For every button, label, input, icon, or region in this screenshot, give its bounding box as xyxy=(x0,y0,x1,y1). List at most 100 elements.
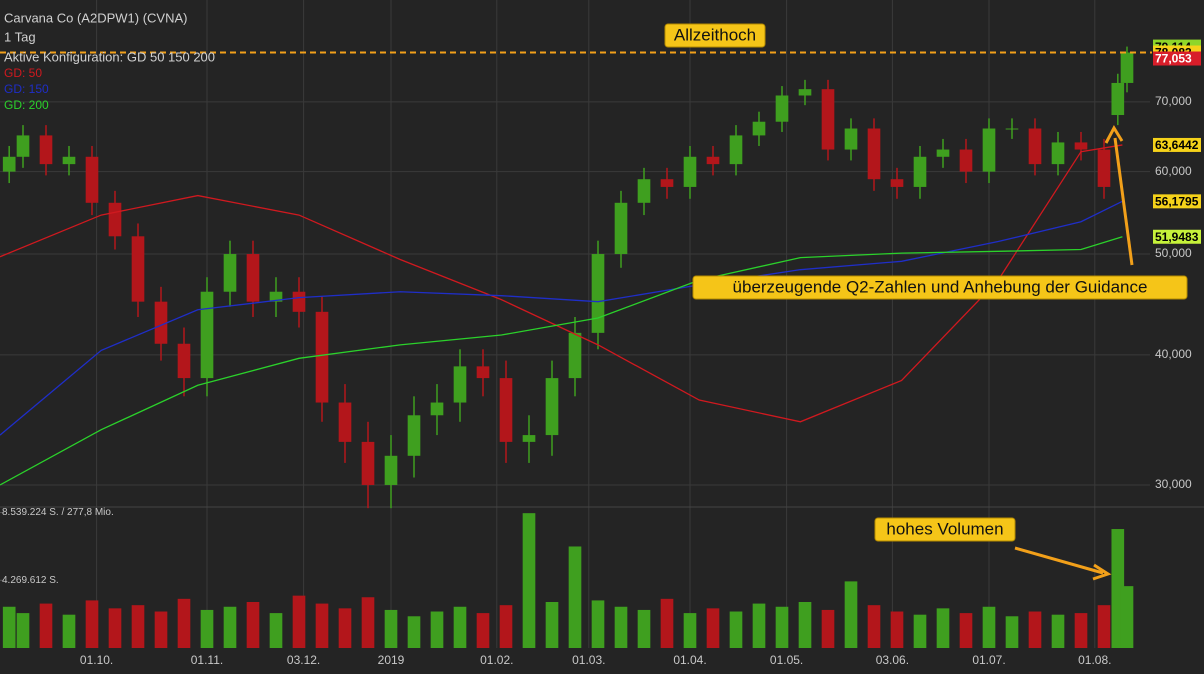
x-tick-label: 01.02. xyxy=(480,653,513,667)
volume-bar xyxy=(591,600,605,648)
annotation: überzeugende Q2-Zahlen und Anhebung der … xyxy=(733,277,1148,296)
candle-body xyxy=(959,149,973,172)
candle-body xyxy=(269,291,283,302)
annotation-box xyxy=(692,275,1188,300)
candle-body xyxy=(568,332,582,379)
arrows xyxy=(1014,124,1134,581)
y-tick-label: 40,000 xyxy=(1155,347,1192,361)
annotation-box xyxy=(664,23,766,48)
volume-bar xyxy=(683,613,697,648)
volume-bar xyxy=(407,616,421,648)
volume-bar xyxy=(338,608,352,648)
price-tag-label: 56,1795 xyxy=(1155,195,1199,209)
volume-bar xyxy=(39,603,53,648)
x-tick-label: 01.03. xyxy=(572,653,605,667)
moving-average xyxy=(0,236,1123,486)
candle-body xyxy=(522,435,536,442)
candle-body xyxy=(1111,82,1125,116)
candle-body xyxy=(775,95,789,122)
volume-bar xyxy=(292,595,306,648)
arrow xyxy=(1113,137,1134,266)
volume-bar xyxy=(982,606,996,648)
chart-title: Carvana Co (A2DPW1) (CVNA) xyxy=(4,10,188,25)
volume-bar xyxy=(844,581,858,648)
y-tick-label: 30,000 xyxy=(1155,477,1192,491)
candle-body xyxy=(706,156,720,165)
volume-bar xyxy=(62,614,76,648)
candle-body xyxy=(821,89,835,150)
price-tag xyxy=(1153,229,1201,244)
volume-bar xyxy=(16,613,30,648)
marks xyxy=(0,46,1152,648)
volume-bar xyxy=(913,614,927,648)
price-tag-label: 63,6442 xyxy=(1155,138,1199,152)
candle-body xyxy=(407,415,421,456)
price-tag-label: 77,053 xyxy=(1155,52,1192,66)
volume-bar xyxy=(821,609,835,648)
candle-body xyxy=(292,291,306,312)
candle-body xyxy=(1120,52,1134,83)
candle-body xyxy=(361,441,375,485)
volume-bar xyxy=(729,611,743,648)
candle-body xyxy=(499,378,513,442)
volume-bar xyxy=(936,608,950,648)
candle-body xyxy=(982,128,996,172)
candle-body xyxy=(1074,142,1088,150)
volume-bar xyxy=(1051,614,1065,648)
x-tick-label: 03.06. xyxy=(876,653,909,667)
volume-bar xyxy=(315,603,329,648)
candle-body xyxy=(315,311,329,403)
volume-tick-label: 8.539.224 S. / 277,8 Mio. xyxy=(2,507,114,518)
candle-body xyxy=(1051,142,1065,165)
x-tick-label: 2019 xyxy=(378,653,405,667)
candle-body xyxy=(1005,128,1019,130)
volume-bar xyxy=(1074,613,1088,648)
candle-body xyxy=(729,135,743,165)
price-tag-label: 51,9483 xyxy=(1155,230,1199,244)
candle-body xyxy=(660,179,674,187)
interval: 1 Tag xyxy=(4,29,36,44)
price-tag xyxy=(1153,51,1201,66)
volume-bar xyxy=(890,611,904,648)
arrow-head xyxy=(1104,124,1124,144)
x-tick-label: 01.07. xyxy=(972,653,1005,667)
candle-body xyxy=(637,179,651,203)
arrow xyxy=(1014,546,1104,575)
candle-body xyxy=(476,366,490,379)
candle-body xyxy=(890,179,904,187)
y-tick-label: 50,000 xyxy=(1155,246,1192,260)
y-tick-label: 60,000 xyxy=(1155,164,1192,178)
volume-bar xyxy=(637,609,651,648)
legend-entry: GD: 200 xyxy=(4,98,49,112)
candle-body xyxy=(108,202,122,237)
candle-body xyxy=(936,149,950,157)
candle-body xyxy=(85,156,99,203)
candle-body xyxy=(154,301,168,344)
candle-body xyxy=(131,236,145,302)
candle-body xyxy=(1028,128,1042,165)
volume-bar xyxy=(568,546,582,648)
volume-bar xyxy=(108,608,122,648)
volume-bar xyxy=(775,606,789,648)
moving-average xyxy=(0,200,1123,436)
arrow-head xyxy=(1092,563,1112,581)
candle-body xyxy=(614,202,628,255)
volume-bar xyxy=(1028,611,1042,648)
candle-body xyxy=(62,156,76,165)
volume-bar xyxy=(798,602,812,648)
volume-bar xyxy=(453,606,467,648)
config-label: Aktive Konfiguration: GD 50 150 200 xyxy=(4,49,215,64)
volume-bar xyxy=(867,605,881,648)
candle-body xyxy=(453,366,467,403)
volume-bar xyxy=(752,603,766,648)
x-tick-label: 01.10. xyxy=(80,653,113,667)
volume-bar xyxy=(660,598,674,648)
candle-body xyxy=(798,89,812,96)
candle-body xyxy=(913,156,927,187)
volume-bar xyxy=(430,611,444,648)
candle-body xyxy=(545,378,559,436)
volume-bar xyxy=(384,609,398,648)
candle-body xyxy=(867,128,881,180)
volume-bar xyxy=(361,597,375,648)
